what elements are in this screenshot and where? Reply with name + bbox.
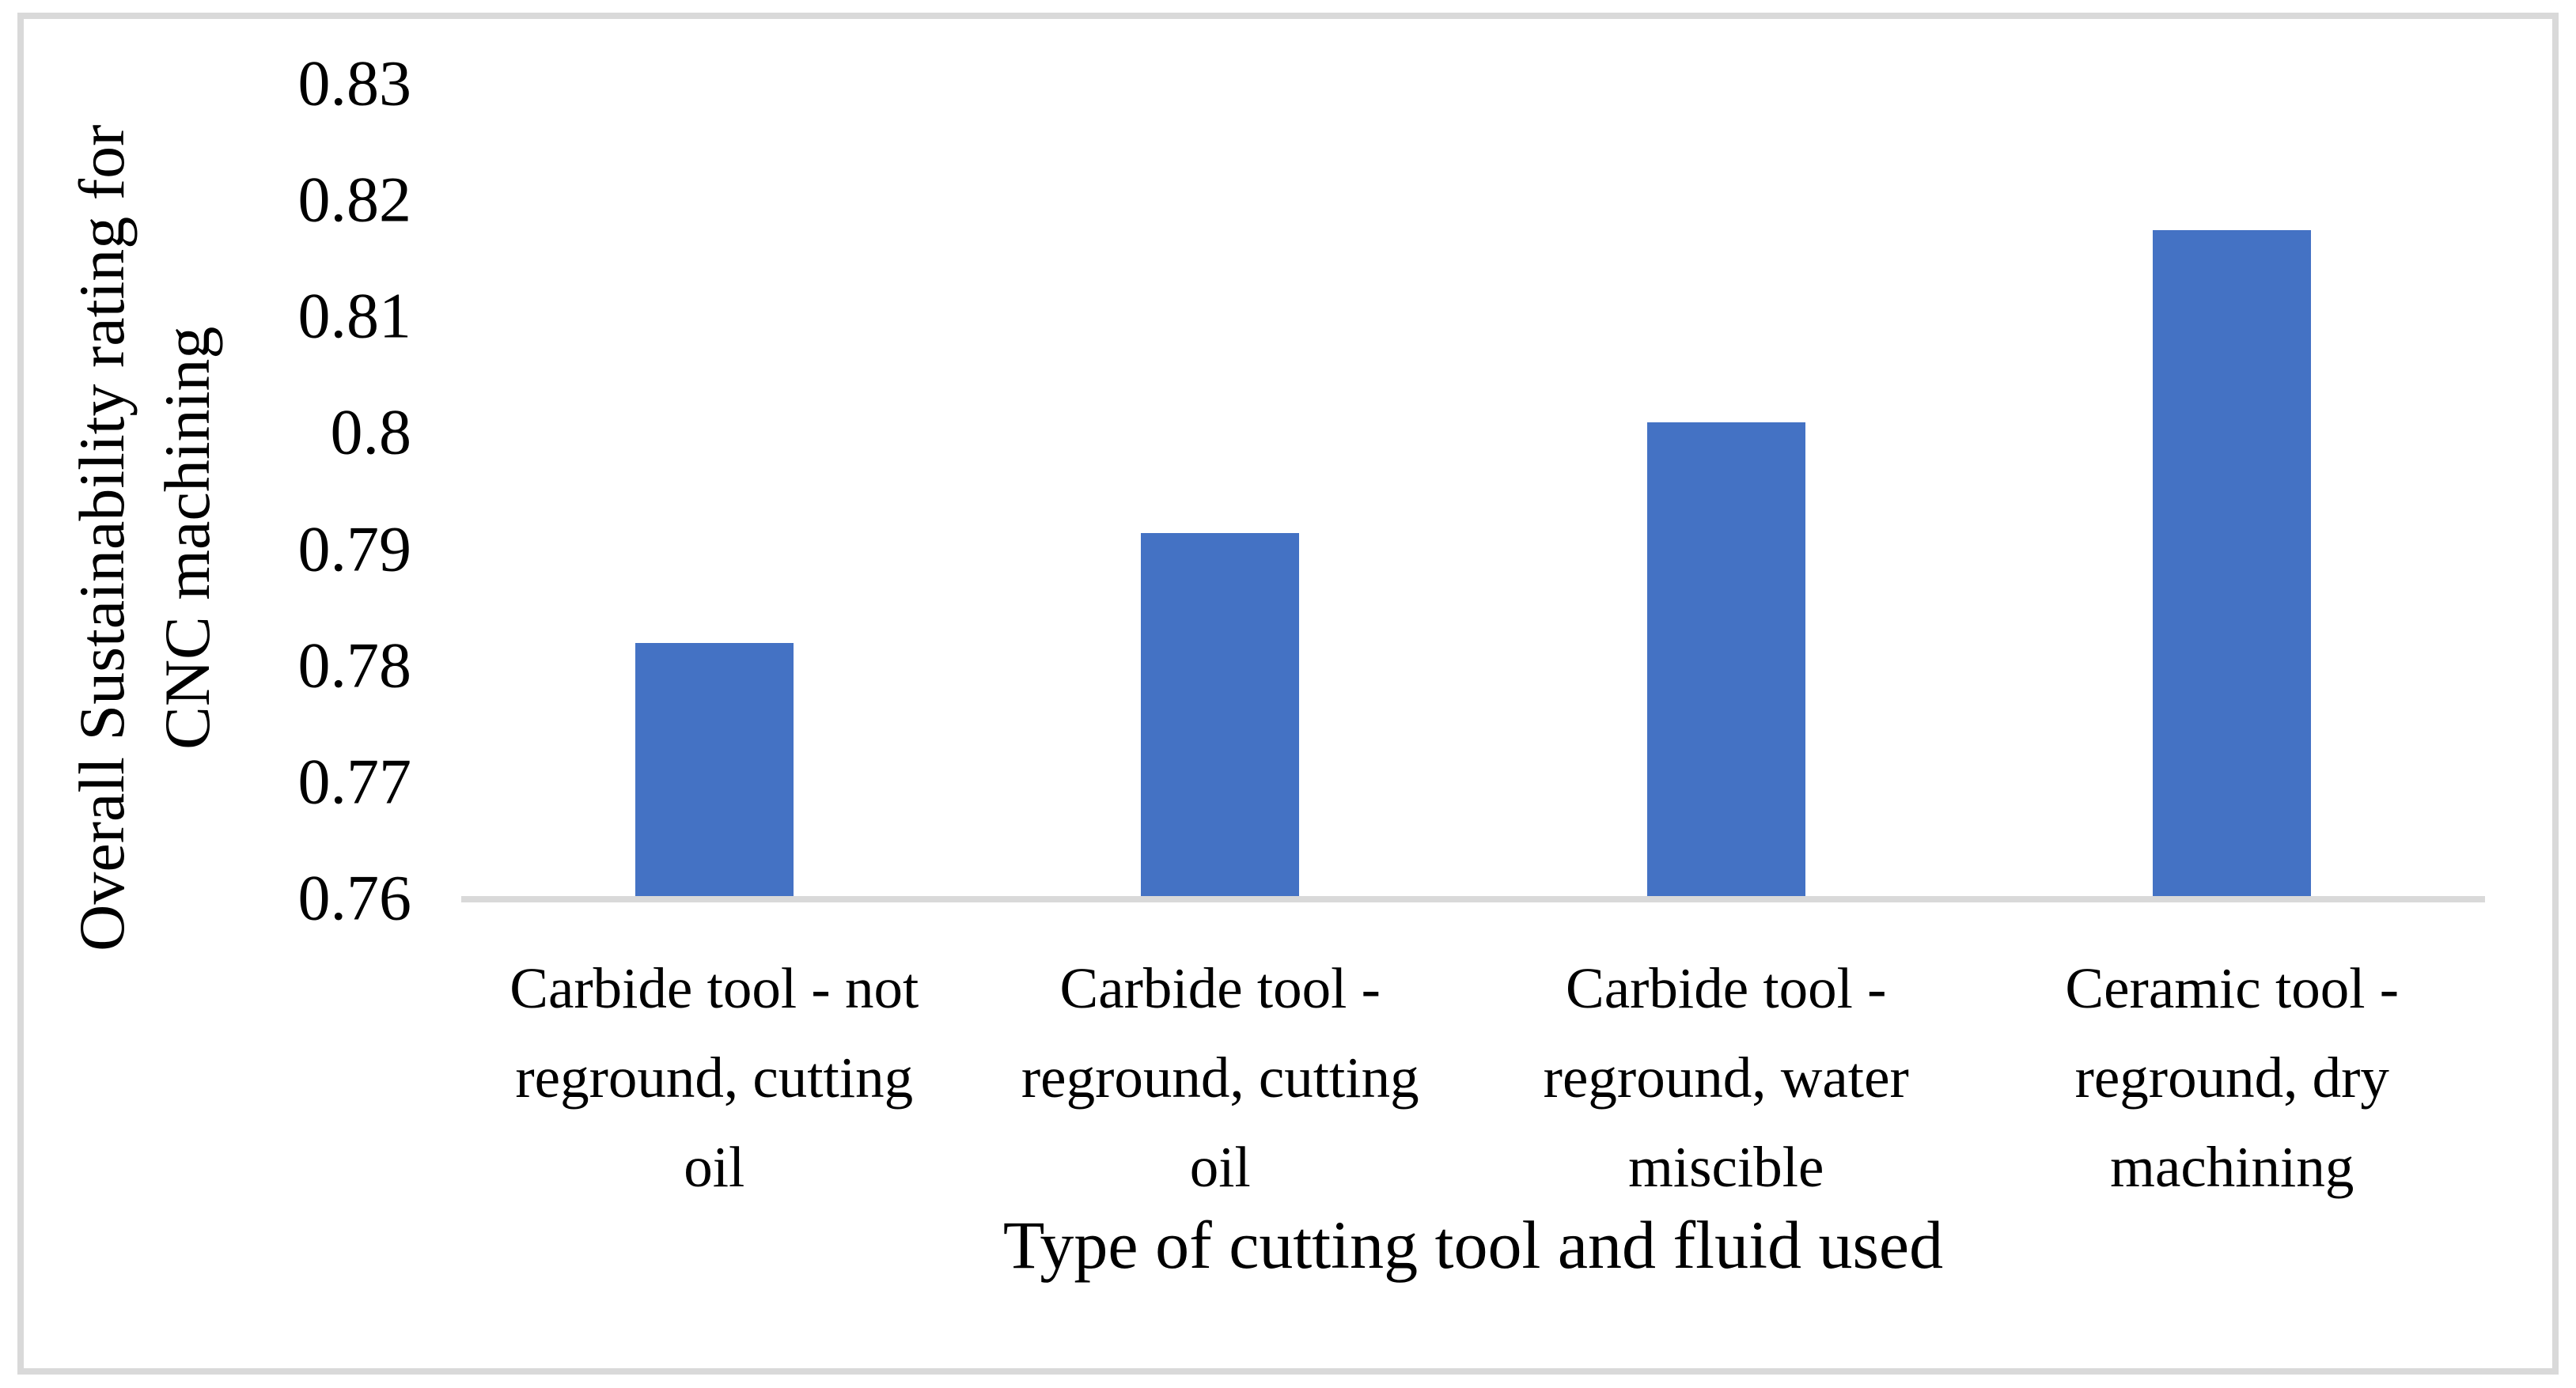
x-axis-line xyxy=(461,896,2485,902)
y-tick-label: 0.8 xyxy=(330,395,412,468)
x-axis-title: Type of cutting tool and fluid used xyxy=(1002,1207,1944,1283)
bar-4 xyxy=(2153,229,2312,896)
category-label-2: Carbide tool - reground, cutting oil xyxy=(1021,956,1419,1200)
bar-2 xyxy=(1141,532,1300,896)
y-tick-label: 0.82 xyxy=(297,163,412,236)
y-tick-label: 0.81 xyxy=(297,279,412,352)
y-tick-label: 0.79 xyxy=(297,512,412,584)
y-tick-label: 0.76 xyxy=(297,861,412,934)
category-label-1: Carbide tool - not reground, cutting oil xyxy=(510,956,919,1200)
y-tick-label: 0.83 xyxy=(297,47,412,119)
category-label-4: Ceramic tool - reground, dry machining xyxy=(2065,956,2400,1200)
y-tick-label: 0.78 xyxy=(297,629,412,702)
y-axis-title: Overall Sustainability rating for CNC ma… xyxy=(65,124,223,951)
category-label-3: Carbide tool - reground, water miscible xyxy=(1543,956,1909,1200)
bar-3 xyxy=(1646,422,1805,896)
bar-1 xyxy=(635,643,794,896)
y-tick-label: 0.77 xyxy=(297,745,412,818)
